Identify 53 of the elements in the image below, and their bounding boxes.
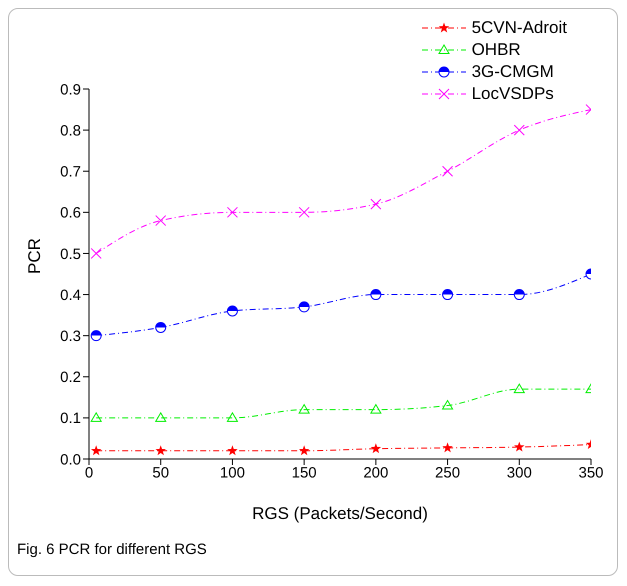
point: [90, 248, 102, 259]
point: [370, 198, 382, 210]
y-tick-label: 0.2: [60, 369, 81, 386]
y-axis-title: PCR: [25, 238, 44, 274]
caption: Fig. 6 PCR for different RGS: [17, 541, 207, 558]
x-tick-label: 150: [292, 464, 317, 482]
point: [227, 445, 238, 456]
point: [298, 404, 310, 414]
y-tick-label: 0.5: [60, 246, 81, 263]
point: [370, 289, 382, 300]
y-tick-label: 0.1: [60, 410, 81, 428]
point: [442, 166, 454, 177]
x-tick-label: 350: [578, 464, 604, 482]
legend-label: 3G-CMGM: [472, 62, 554, 82]
point: [155, 412, 166, 422]
y-tick-label: 0.6: [60, 204, 81, 222]
point: [226, 206, 238, 218]
point: [298, 445, 310, 456]
y-tick-label: 0.0: [60, 451, 81, 468]
y-tick-label: 0.3: [60, 328, 81, 345]
point: [155, 322, 166, 333]
point: [514, 442, 525, 452]
point: [298, 206, 310, 218]
x-tick-label: 200: [363, 464, 388, 482]
x-tick-label: 100: [220, 464, 245, 482]
point: [155, 215, 166, 226]
point: [514, 289, 525, 300]
point: [298, 301, 310, 312]
x-tick-label: 250: [435, 464, 460, 482]
point: [370, 443, 382, 454]
point: [442, 400, 454, 410]
legend-label: 5CVN-Adroit: [472, 18, 567, 38]
legend-label: OHBR: [472, 40, 521, 60]
point: [226, 412, 238, 422]
x-tick-label: 50: [152, 464, 170, 482]
point: [514, 384, 525, 394]
y-tick-label: 0.9: [60, 81, 81, 98]
point: [90, 445, 102, 456]
y-tick-label: 0.8: [60, 122, 81, 140]
point: [90, 330, 102, 342]
point: [226, 306, 238, 316]
legend-label: LocVSDPs: [472, 84, 554, 104]
y-tick-label: 0.4: [60, 286, 81, 304]
point: [155, 445, 166, 456]
x-tick-label: 300: [506, 464, 532, 482]
point: [442, 289, 454, 300]
point: [514, 124, 525, 136]
y-tick-label: 0.7: [60, 164, 81, 181]
point: [90, 412, 102, 422]
x-axis-title: RGS (Packets/Second): [252, 504, 428, 523]
point: [370, 404, 382, 414]
point: [442, 442, 453, 452]
x-tick-label: 0: [84, 464, 94, 482]
